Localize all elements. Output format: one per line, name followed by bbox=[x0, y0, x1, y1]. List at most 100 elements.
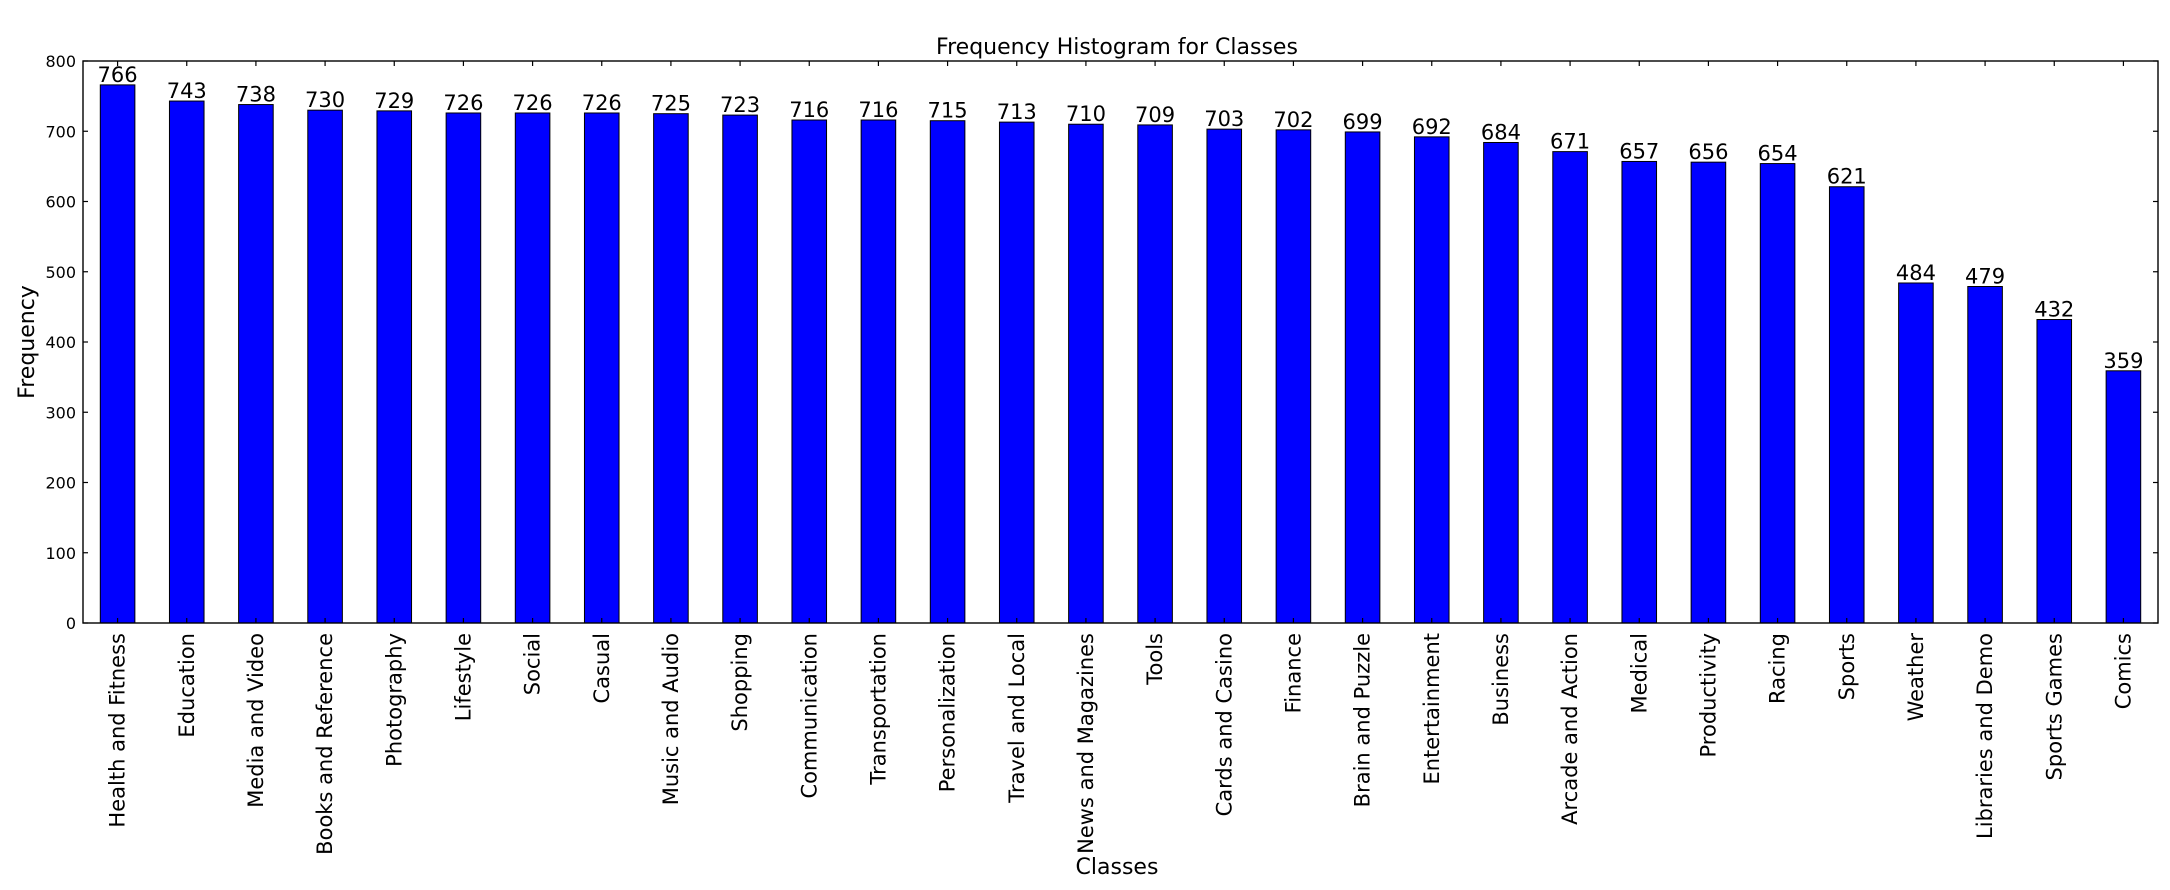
bar-value-label: 743 bbox=[167, 79, 207, 103]
bar-value-label: 710 bbox=[1066, 102, 1106, 126]
x-tick-label: Social bbox=[521, 633, 545, 695]
bar-value-label: 703 bbox=[1204, 107, 1244, 131]
bar bbox=[168, 100, 205, 624]
bar bbox=[1759, 163, 1796, 624]
x-tick-label: Sports bbox=[1835, 633, 1859, 700]
y-tick-label: 300 bbox=[45, 403, 76, 422]
x-tick-label: Lifestyle bbox=[451, 633, 475, 721]
bar bbox=[1137, 124, 1173, 624]
bar-value-label: 479 bbox=[1965, 265, 2005, 289]
bar-value-label: 738 bbox=[236, 83, 276, 107]
x-tick-label: News and Magazines bbox=[1074, 633, 1098, 854]
bar-value-label: 621 bbox=[1827, 165, 1867, 189]
bar-value-label: 725 bbox=[651, 92, 691, 116]
x-tick-label: Arcade and Action bbox=[1558, 633, 1582, 825]
bar-value-label: 716 bbox=[789, 98, 829, 122]
x-tick-label: Productivity bbox=[1696, 633, 1720, 758]
bar bbox=[1068, 123, 1104, 624]
bar-value-label: 726 bbox=[582, 91, 622, 115]
bar bbox=[99, 84, 136, 624]
bar bbox=[860, 119, 897, 624]
bar bbox=[929, 120, 966, 624]
bar bbox=[1275, 129, 1312, 624]
x-tick-label: Comics bbox=[2111, 633, 2135, 709]
bar-value-label: 729 bbox=[374, 89, 414, 113]
bar bbox=[1206, 128, 1243, 624]
bar-value-label: 730 bbox=[305, 88, 345, 112]
x-tick-label: Casual bbox=[590, 633, 614, 704]
bar bbox=[2105, 370, 2142, 624]
bar-value-label: 723 bbox=[720, 93, 760, 117]
y-tick-label: 400 bbox=[45, 333, 76, 352]
bar-value-label: 656 bbox=[1688, 140, 1728, 164]
x-tick-label: Finance bbox=[1281, 633, 1305, 713]
bar bbox=[1967, 286, 2003, 624]
x-tick-label: Weather bbox=[1904, 633, 1928, 722]
y-axis-label: Frequency bbox=[15, 285, 40, 399]
x-tick-label: Entertainment bbox=[1420, 633, 1444, 785]
x-tick-label: Books and Reference bbox=[313, 633, 337, 855]
bar bbox=[998, 121, 1035, 624]
x-tick-label: Photography bbox=[382, 633, 406, 767]
x-tick-label: Communication bbox=[797, 633, 821, 799]
x-axis-label: Classes bbox=[1076, 855, 1159, 880]
x-axis: Health and Fitness Education Media and Vid… bbox=[106, 61, 2135, 855]
bar bbox=[238, 104, 274, 624]
y-axis: 0 100 200 300 400 500 600 700 800 bbox=[45, 52, 2158, 633]
x-tick-label: Racing bbox=[1766, 633, 1790, 704]
value-labels-group: 766 743 738 730 729 726 726 726 725 723 716 716 715 7… bbox=[98, 63, 2144, 373]
bar-value-label: 432 bbox=[2034, 298, 2074, 322]
bar-value-label: 715 bbox=[928, 99, 968, 123]
bar bbox=[1690, 161, 1727, 624]
bar-value-label: 726 bbox=[443, 91, 483, 115]
x-tick-label: Health and Fitness bbox=[106, 633, 130, 828]
bar-value-label: 671 bbox=[1550, 130, 1590, 154]
y-tick-label: 100 bbox=[45, 544, 76, 563]
bar bbox=[1413, 136, 1450, 624]
bar-value-label: 716 bbox=[858, 98, 898, 122]
y-tick-label: 0 bbox=[66, 614, 76, 633]
y-tick-label: 200 bbox=[45, 474, 76, 493]
bar bbox=[1552, 151, 1588, 624]
y-tick-label: 800 bbox=[45, 52, 76, 71]
x-tick-label: Tools bbox=[1143, 633, 1167, 686]
x-tick-label: Cards and Casino bbox=[1212, 633, 1236, 816]
plot-frame bbox=[82, 60, 2159, 624]
y-tick-label: 700 bbox=[45, 122, 76, 141]
x-tick-label: Media and Video bbox=[244, 633, 268, 808]
bar-value-label: 484 bbox=[1896, 261, 1936, 285]
x-tick-label: Personalization bbox=[936, 633, 960, 792]
x-tick-label: Education bbox=[175, 633, 199, 738]
bar bbox=[583, 112, 620, 624]
y-tick-label: 500 bbox=[45, 263, 76, 282]
bar-value-label: 692 bbox=[1412, 115, 1452, 139]
bar-value-label: 766 bbox=[98, 63, 138, 87]
bar-value-label: 654 bbox=[1758, 142, 1798, 166]
bar-value-label: 702 bbox=[1273, 108, 1313, 132]
bar-value-label: 684 bbox=[1481, 120, 1521, 144]
x-tick-label: Libraries and Demo bbox=[1973, 633, 1997, 839]
bar bbox=[514, 112, 551, 624]
x-tick-label: Travel and Local bbox=[1005, 633, 1029, 804]
bar-value-label: 726 bbox=[513, 91, 553, 115]
bar-value-label: 709 bbox=[1135, 103, 1175, 127]
bar bbox=[1483, 141, 1519, 624]
bar bbox=[722, 114, 758, 624]
x-tick-label: Music and Audio bbox=[659, 633, 683, 805]
y-tick-label: 600 bbox=[45, 193, 76, 212]
bar bbox=[307, 109, 343, 624]
bar bbox=[1621, 160, 1658, 624]
bar bbox=[2036, 319, 2073, 624]
bar bbox=[1344, 131, 1381, 624]
bar bbox=[376, 110, 413, 624]
bar-value-label: 713 bbox=[997, 100, 1037, 124]
x-tick-label: Business bbox=[1489, 633, 1513, 726]
bar-value-label: 699 bbox=[1343, 110, 1383, 134]
bar bbox=[1828, 186, 1865, 624]
bar bbox=[1898, 282, 1934, 624]
x-tick-label: Shopping bbox=[728, 633, 752, 732]
bar bbox=[791, 119, 828, 624]
x-tick-label: Sports Games bbox=[2042, 633, 2066, 780]
x-tick-label: Transportation bbox=[866, 633, 890, 786]
